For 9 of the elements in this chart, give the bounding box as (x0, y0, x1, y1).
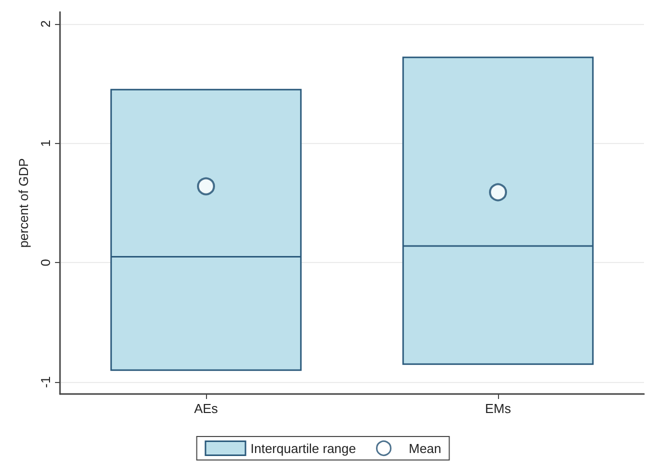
x-tick-label: AEs (194, 401, 218, 416)
legend-label: Interquartile range (250, 440, 356, 456)
x-tick-label: EMs (485, 401, 512, 416)
legend-label: Mean (408, 440, 442, 456)
y-tick-label: -1 (38, 376, 53, 388)
y-axis-title: percent of GDP (16, 158, 31, 248)
y-tick-label: 2 (38, 20, 53, 28)
y-tick-label: 1 (38, 140, 53, 147)
y-tick-label: 0 (38, 259, 53, 266)
